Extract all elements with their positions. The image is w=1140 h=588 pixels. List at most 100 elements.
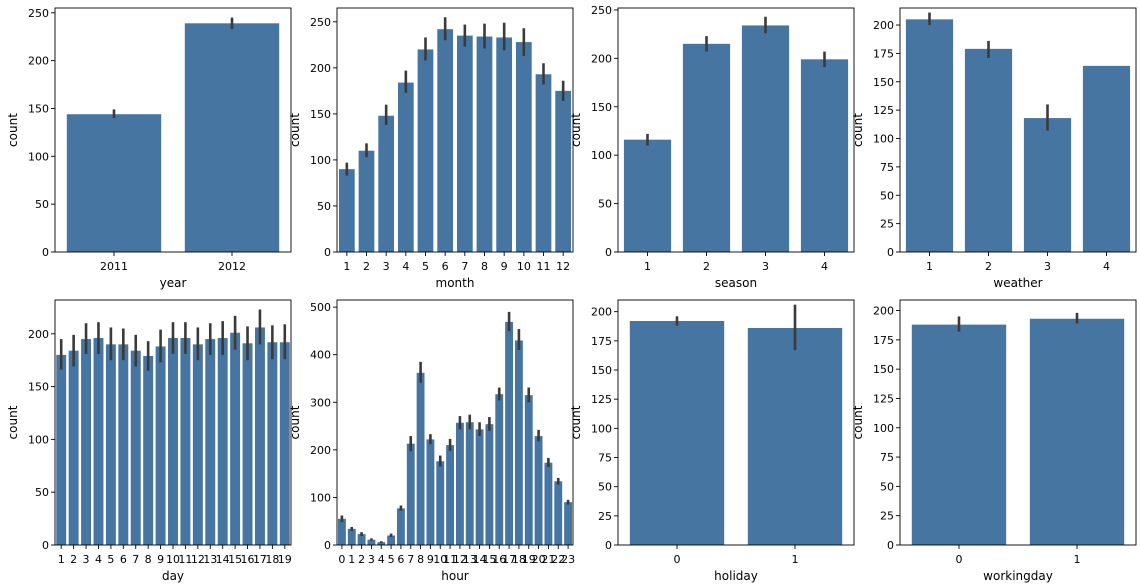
x-tick-label-holiday-0: 0 <box>674 553 681 566</box>
y-tick-label-workingday-50: 50 <box>880 480 894 493</box>
x-tick-label-hour-13: 13 <box>463 553 477 566</box>
x-tick-label-hour-19: 19 <box>522 553 536 566</box>
y-tick-label-weather-150: 150 <box>873 76 894 89</box>
bar-season-2 <box>682 43 731 252</box>
x-tick-label-hour-4: 4 <box>378 553 385 566</box>
x-tick-label-hour-1: 1 <box>348 553 355 566</box>
bar-day-6 <box>118 344 129 545</box>
bar-holiday-1 <box>747 328 843 545</box>
y-tick-label-year-50: 50 <box>35 198 49 211</box>
bar-hour-7 <box>406 443 415 545</box>
x-tick-label-hour-17: 17 <box>502 553 516 566</box>
y-tick-label-holiday-175: 175 <box>591 335 612 348</box>
x-tick-label-hour-20: 20 <box>532 553 546 566</box>
y-tick-label-hour-200: 200 <box>310 444 331 457</box>
x-tick-label-season-4: 4 <box>821 260 828 273</box>
x-tick-label-weather-2: 2 <box>985 260 992 273</box>
x-tick-label-day-1: 1 <box>58 553 65 566</box>
y-axis-label-holiday: count <box>569 405 583 439</box>
x-tick-label-hour-3: 3 <box>368 553 375 566</box>
y-tick-label-weather-75: 75 <box>880 161 894 174</box>
y-tick-label-weather-25: 25 <box>880 218 894 231</box>
y-tick-label-holiday-0: 0 <box>605 539 612 552</box>
x-tick-label-day-6: 6 <box>120 553 127 566</box>
y-axis-label-workingday: count <box>851 405 865 439</box>
x-axis-label-season: season <box>715 276 757 290</box>
bar-workingday-0 <box>911 324 1007 545</box>
bar-weather-1 <box>905 19 954 252</box>
x-tick-label-weather-4: 4 <box>1103 260 1110 273</box>
bar-hour-3 <box>367 539 376 545</box>
bar-hour-10 <box>436 461 445 545</box>
y-tick-label-holiday-150: 150 <box>591 364 612 377</box>
bar-day-12 <box>192 344 203 545</box>
y-tick-label-weather-50: 50 <box>880 189 894 202</box>
y-tick-label-weather-100: 100 <box>873 133 894 146</box>
bar-day-10 <box>168 338 178 545</box>
x-tick-label-month-7: 7 <box>461 260 468 273</box>
x-tick-label-day-17: 17 <box>253 553 267 566</box>
bar-month-4 <box>397 82 414 252</box>
bar-hour-16 <box>495 394 504 545</box>
y-tick-label-month-200: 200 <box>310 62 331 75</box>
x-tick-label-day-3: 3 <box>83 553 90 566</box>
chart-holiday: 0 25 50 75 100 125 150 175 200 0 1 holiday count <box>569 299 855 583</box>
bar-month-10 <box>515 42 532 252</box>
bar-hour-12 <box>455 422 464 545</box>
y-axis-label-month: count <box>288 113 302 147</box>
chart-weather: 0 25 50 75 100 125 150 175 200 1 2 3 4 weather count <box>851 7 1137 290</box>
x-tick-label-month-1: 1 <box>343 260 350 273</box>
bar-hour-13 <box>465 422 474 545</box>
x-tick-label-season-2: 2 <box>703 260 710 273</box>
y-axis-label-season: count <box>569 113 583 147</box>
y-tick-label-season-150: 150 <box>591 101 612 114</box>
y-tick-label-weather-175: 175 <box>873 47 894 60</box>
bar-day-19 <box>279 342 290 545</box>
x-tick-label-hour-9: 9 <box>427 553 434 566</box>
x-tick-label-month-11: 11 <box>537 260 551 273</box>
bar-weather-4 <box>1082 65 1131 252</box>
bar-workingday-1 <box>1029 318 1125 545</box>
axes-frame-hour <box>336 299 574 546</box>
bar-month-5 <box>417 49 434 253</box>
x-tick-label-month-12: 12 <box>556 260 570 273</box>
bar-hour-23 <box>564 502 573 545</box>
axes-frame-year <box>54 7 292 253</box>
bar-day-8 <box>143 355 154 545</box>
y-tick-label-holiday-125: 125 <box>591 393 612 406</box>
y-tick-label-month-250: 250 <box>310 16 331 29</box>
x-tick-label-hour-10: 10 <box>433 553 447 566</box>
bar-month-3 <box>378 115 395 252</box>
y-tick-label-season-250: 250 <box>591 4 612 17</box>
bar-season-1 <box>623 139 672 252</box>
axes-frame-weather <box>899 7 1137 253</box>
y-axis-label-day: count <box>6 405 20 439</box>
x-tick-label-day-8: 8 <box>145 553 152 566</box>
bar-day-16 <box>242 343 253 545</box>
bar-hour-4 <box>377 542 386 545</box>
y-tick-label-month-100: 100 <box>310 154 331 167</box>
bar-hour-8 <box>416 372 425 545</box>
bar-hour-9 <box>426 439 435 545</box>
x-axis-label-month: month <box>436 276 475 290</box>
bar-month-11 <box>535 74 552 252</box>
x-tick-label-month-3: 3 <box>383 260 390 273</box>
y-tick-label-month-50: 50 <box>317 200 331 213</box>
y-tick-label-day-150: 150 <box>28 381 49 394</box>
axes-frame-month <box>336 7 574 253</box>
x-tick-label-hour-22: 22 <box>551 553 565 566</box>
y-tick-label-weather-0: 0 <box>887 246 894 259</box>
bar-day-18 <box>267 342 278 545</box>
bar-hour-20 <box>534 436 543 545</box>
x-tick-label-month-2: 2 <box>363 260 370 273</box>
x-tick-label-month-5: 5 <box>422 260 429 273</box>
bar-holiday-0 <box>629 321 725 545</box>
bar-day-15 <box>230 332 241 545</box>
bar-month-2 <box>358 150 375 252</box>
bar-weather-3 <box>1023 118 1072 252</box>
bar-day-9 <box>155 346 166 545</box>
bar-hour-19 <box>524 395 533 545</box>
y-tick-label-workingday-200: 200 <box>873 305 894 318</box>
y-tick-label-day-0: 0 <box>42 539 49 552</box>
